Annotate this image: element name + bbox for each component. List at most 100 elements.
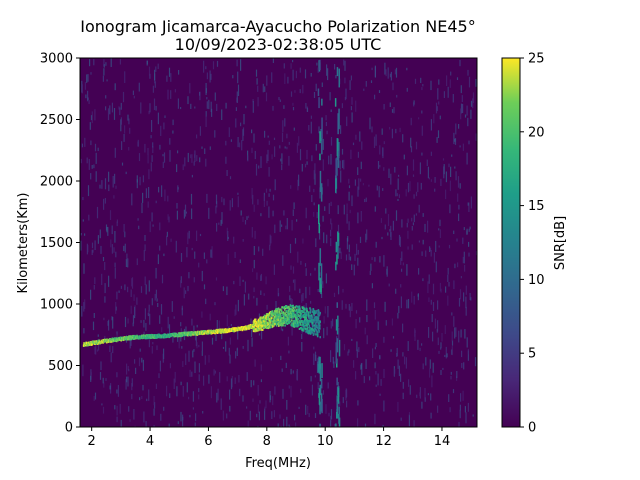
noise-speck <box>305 207 307 219</box>
noise-speck <box>163 406 165 411</box>
noise-speck <box>226 170 228 176</box>
noise-speck <box>439 282 441 292</box>
noise-speck <box>359 236 362 243</box>
noise-speck <box>155 383 157 389</box>
noise-speck <box>235 304 237 315</box>
noise-speck <box>126 376 128 383</box>
noise-speck <box>346 400 348 408</box>
noise-speck <box>177 150 179 154</box>
noise-speck <box>187 152 189 163</box>
noise-speck <box>216 392 218 403</box>
noise-speck <box>271 72 273 83</box>
trace-point <box>264 321 266 324</box>
noise-speck <box>143 331 145 335</box>
noise-speck <box>472 92 475 103</box>
noise-speck <box>421 110 423 114</box>
noise-speck <box>263 195 265 207</box>
noise-speck <box>170 90 172 99</box>
trace-point <box>305 313 308 317</box>
noise-speck <box>253 204 255 212</box>
noise-speck <box>249 410 251 421</box>
noise-speck <box>453 280 455 290</box>
trace-point <box>189 331 191 334</box>
noise-speck <box>133 294 135 301</box>
noise-speck <box>317 289 319 292</box>
noise-speck <box>155 200 157 204</box>
noise-speck <box>401 251 403 261</box>
noise-speck <box>116 291 118 300</box>
noise-speck <box>314 351 317 361</box>
noise-speck <box>233 280 235 285</box>
noise-speck <box>90 375 92 382</box>
noise-speck <box>198 262 200 268</box>
noise-speck <box>334 423 336 427</box>
trace-point <box>174 334 177 337</box>
noise-speck <box>344 77 346 84</box>
noise-speck <box>92 321 95 331</box>
noise-speck <box>148 339 150 348</box>
trace-point <box>295 314 298 317</box>
noise-speck <box>342 397 344 404</box>
noise-speck <box>356 243 358 256</box>
noise-speck <box>458 204 460 210</box>
noise-speck <box>193 277 195 283</box>
noise-speck <box>383 400 385 412</box>
noise-speck <box>168 67 171 77</box>
noise-speck <box>313 211 315 217</box>
noise-speck <box>365 197 367 202</box>
noise-speck <box>188 230 190 239</box>
noise-speck <box>148 187 150 198</box>
noise-speck <box>138 357 141 367</box>
noise-speck <box>247 339 249 352</box>
noise-speck <box>302 238 304 244</box>
noise-speck <box>413 214 415 223</box>
noise-speck <box>467 202 469 206</box>
trace-point <box>275 316 278 319</box>
noise-speck <box>97 235 99 244</box>
noise-speck <box>104 296 106 303</box>
trace-point <box>267 316 270 319</box>
trace-point <box>134 334 136 338</box>
noise-speck <box>301 342 303 352</box>
noise-speck <box>144 276 146 286</box>
trace-point <box>91 343 93 346</box>
x-axis-label: Freq(MHz) <box>245 456 311 471</box>
noise-speck <box>131 193 133 206</box>
noise-speck <box>445 171 447 183</box>
noise-speck <box>346 116 348 127</box>
noise-speck <box>355 134 357 140</box>
noise-speck <box>264 406 266 411</box>
trace-point <box>169 333 171 336</box>
trace-point <box>271 310 274 313</box>
noise-speck <box>374 362 376 369</box>
noise-speck <box>349 306 351 318</box>
noise-speck <box>206 101 208 109</box>
noise-speck <box>116 221 118 227</box>
trace-point <box>310 321 313 324</box>
noise-speck <box>105 95 107 99</box>
noise-speck <box>390 349 392 352</box>
noise-speck <box>128 118 130 125</box>
noise-speck <box>130 338 132 346</box>
noise-speck <box>437 337 439 346</box>
noise-speck <box>449 407 451 413</box>
noise-speck <box>350 75 352 81</box>
trace-point <box>309 332 312 335</box>
trace-point <box>312 320 314 323</box>
trace-point <box>298 310 300 314</box>
noise-speck <box>384 224 386 230</box>
trace-point <box>311 316 314 319</box>
trace-point <box>282 314 285 317</box>
noise-speck <box>114 231 116 243</box>
noise-speck <box>148 66 151 76</box>
noise-speck <box>198 394 200 400</box>
noise-speck <box>330 109 332 112</box>
noise-speck <box>183 287 185 299</box>
trace-point <box>319 336 321 339</box>
stripe-segment <box>337 150 340 168</box>
noise-speck <box>103 382 105 388</box>
noise-speck <box>365 81 367 87</box>
y-tick-label: 2500 <box>40 113 73 128</box>
stripe-segment <box>319 170 322 192</box>
noise-speck <box>402 392 404 400</box>
